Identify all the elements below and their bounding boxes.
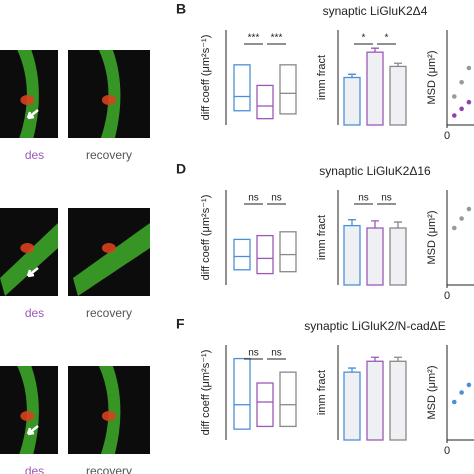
fluorescence-spot xyxy=(20,411,35,421)
y-axis-label: MSD (μm²) xyxy=(426,366,438,420)
bar xyxy=(389,65,407,126)
box xyxy=(256,84,274,120)
significance-label: *** xyxy=(271,33,283,44)
msd-point xyxy=(466,99,472,105)
y-axis-label: MSD (μm²) xyxy=(426,51,438,105)
bar xyxy=(343,224,361,286)
panel-title: synaptic LiGluK2Δ16 xyxy=(319,164,431,178)
x-tick-label: 0 xyxy=(444,445,450,457)
error-bar xyxy=(348,219,356,226)
fluorescence-spot xyxy=(101,95,116,105)
image-label: recovery xyxy=(86,306,132,320)
bar xyxy=(366,227,384,286)
image-label: recovery xyxy=(86,464,132,474)
fluorescence xyxy=(98,366,121,454)
bar xyxy=(366,360,384,441)
msd-point xyxy=(452,225,457,231)
msd-point xyxy=(459,106,464,112)
arrow xyxy=(26,425,39,436)
msd-point xyxy=(466,206,472,212)
error-bar xyxy=(348,73,356,78)
arrow xyxy=(26,109,39,120)
significance-label: ns xyxy=(381,193,392,204)
bar xyxy=(389,227,407,286)
significance-label: * xyxy=(385,33,389,44)
bar xyxy=(389,360,407,441)
significance-label: ns xyxy=(248,348,259,359)
box xyxy=(279,371,297,428)
y-axis-label: imm fract xyxy=(316,215,328,260)
significance-label: ns xyxy=(358,193,369,204)
error-bar xyxy=(371,220,379,228)
fluorescence-spot xyxy=(20,95,35,105)
significance-label: *** xyxy=(248,33,260,44)
msd-point xyxy=(459,79,464,85)
panel-title: synaptic LiGluK2/N-cadΔE xyxy=(304,319,445,333)
arrow xyxy=(26,267,39,278)
y-axis-label: diff coeff (μm²s⁻¹) xyxy=(200,195,212,281)
x-tick-label: 0 xyxy=(444,130,450,142)
error-bar xyxy=(394,62,402,67)
significance-label: ns xyxy=(248,193,259,204)
error-bar xyxy=(371,47,379,53)
msd-point xyxy=(452,94,457,99)
error-bar xyxy=(371,356,379,362)
bar xyxy=(343,76,361,126)
image-label: des xyxy=(25,306,44,320)
error-bar xyxy=(394,221,402,228)
msd-point xyxy=(466,382,472,388)
y-axis-label: imm fract xyxy=(316,370,328,415)
significance-label: ns xyxy=(271,348,282,359)
significance-label: * xyxy=(362,33,366,44)
panel-letter: B xyxy=(176,1,186,17)
box xyxy=(233,238,251,271)
y-axis-label: MSD (μm²) xyxy=(426,211,438,265)
bar xyxy=(343,371,361,441)
box xyxy=(256,234,274,275)
fluorescence xyxy=(0,223,58,296)
bar xyxy=(366,51,384,126)
box xyxy=(279,64,297,115)
box xyxy=(233,357,251,430)
fluorescence xyxy=(73,223,150,296)
msd-point xyxy=(452,399,457,405)
x-tick-label: 0 xyxy=(444,290,450,302)
panel-letter: D xyxy=(176,161,186,177)
msd-point xyxy=(452,113,457,118)
y-axis-label: imm fract xyxy=(316,55,328,100)
fluorescence-spot xyxy=(20,243,35,253)
msd-point xyxy=(459,390,464,395)
msd-point xyxy=(459,216,464,221)
y-axis-label: diff coeff (μm²s⁻¹) xyxy=(200,35,212,121)
panel-title: synaptic LiGluK2Δ4 xyxy=(323,4,428,18)
fluorescence-spot xyxy=(101,243,116,253)
y-axis-label: diff coeff (μm²s⁻¹) xyxy=(200,350,212,436)
error-bar xyxy=(348,367,356,373)
fluorescence-spot xyxy=(101,411,116,421)
box xyxy=(233,64,251,112)
image-label: des xyxy=(25,148,44,162)
fluorescence xyxy=(98,50,121,138)
panel-letter: F xyxy=(176,316,185,332)
image-label: des xyxy=(25,464,44,474)
error-bar xyxy=(394,356,402,362)
box xyxy=(256,382,274,428)
box xyxy=(279,231,297,273)
image-label: recovery xyxy=(86,148,132,162)
significance-label: ns xyxy=(271,193,282,204)
msd-point xyxy=(466,65,472,71)
